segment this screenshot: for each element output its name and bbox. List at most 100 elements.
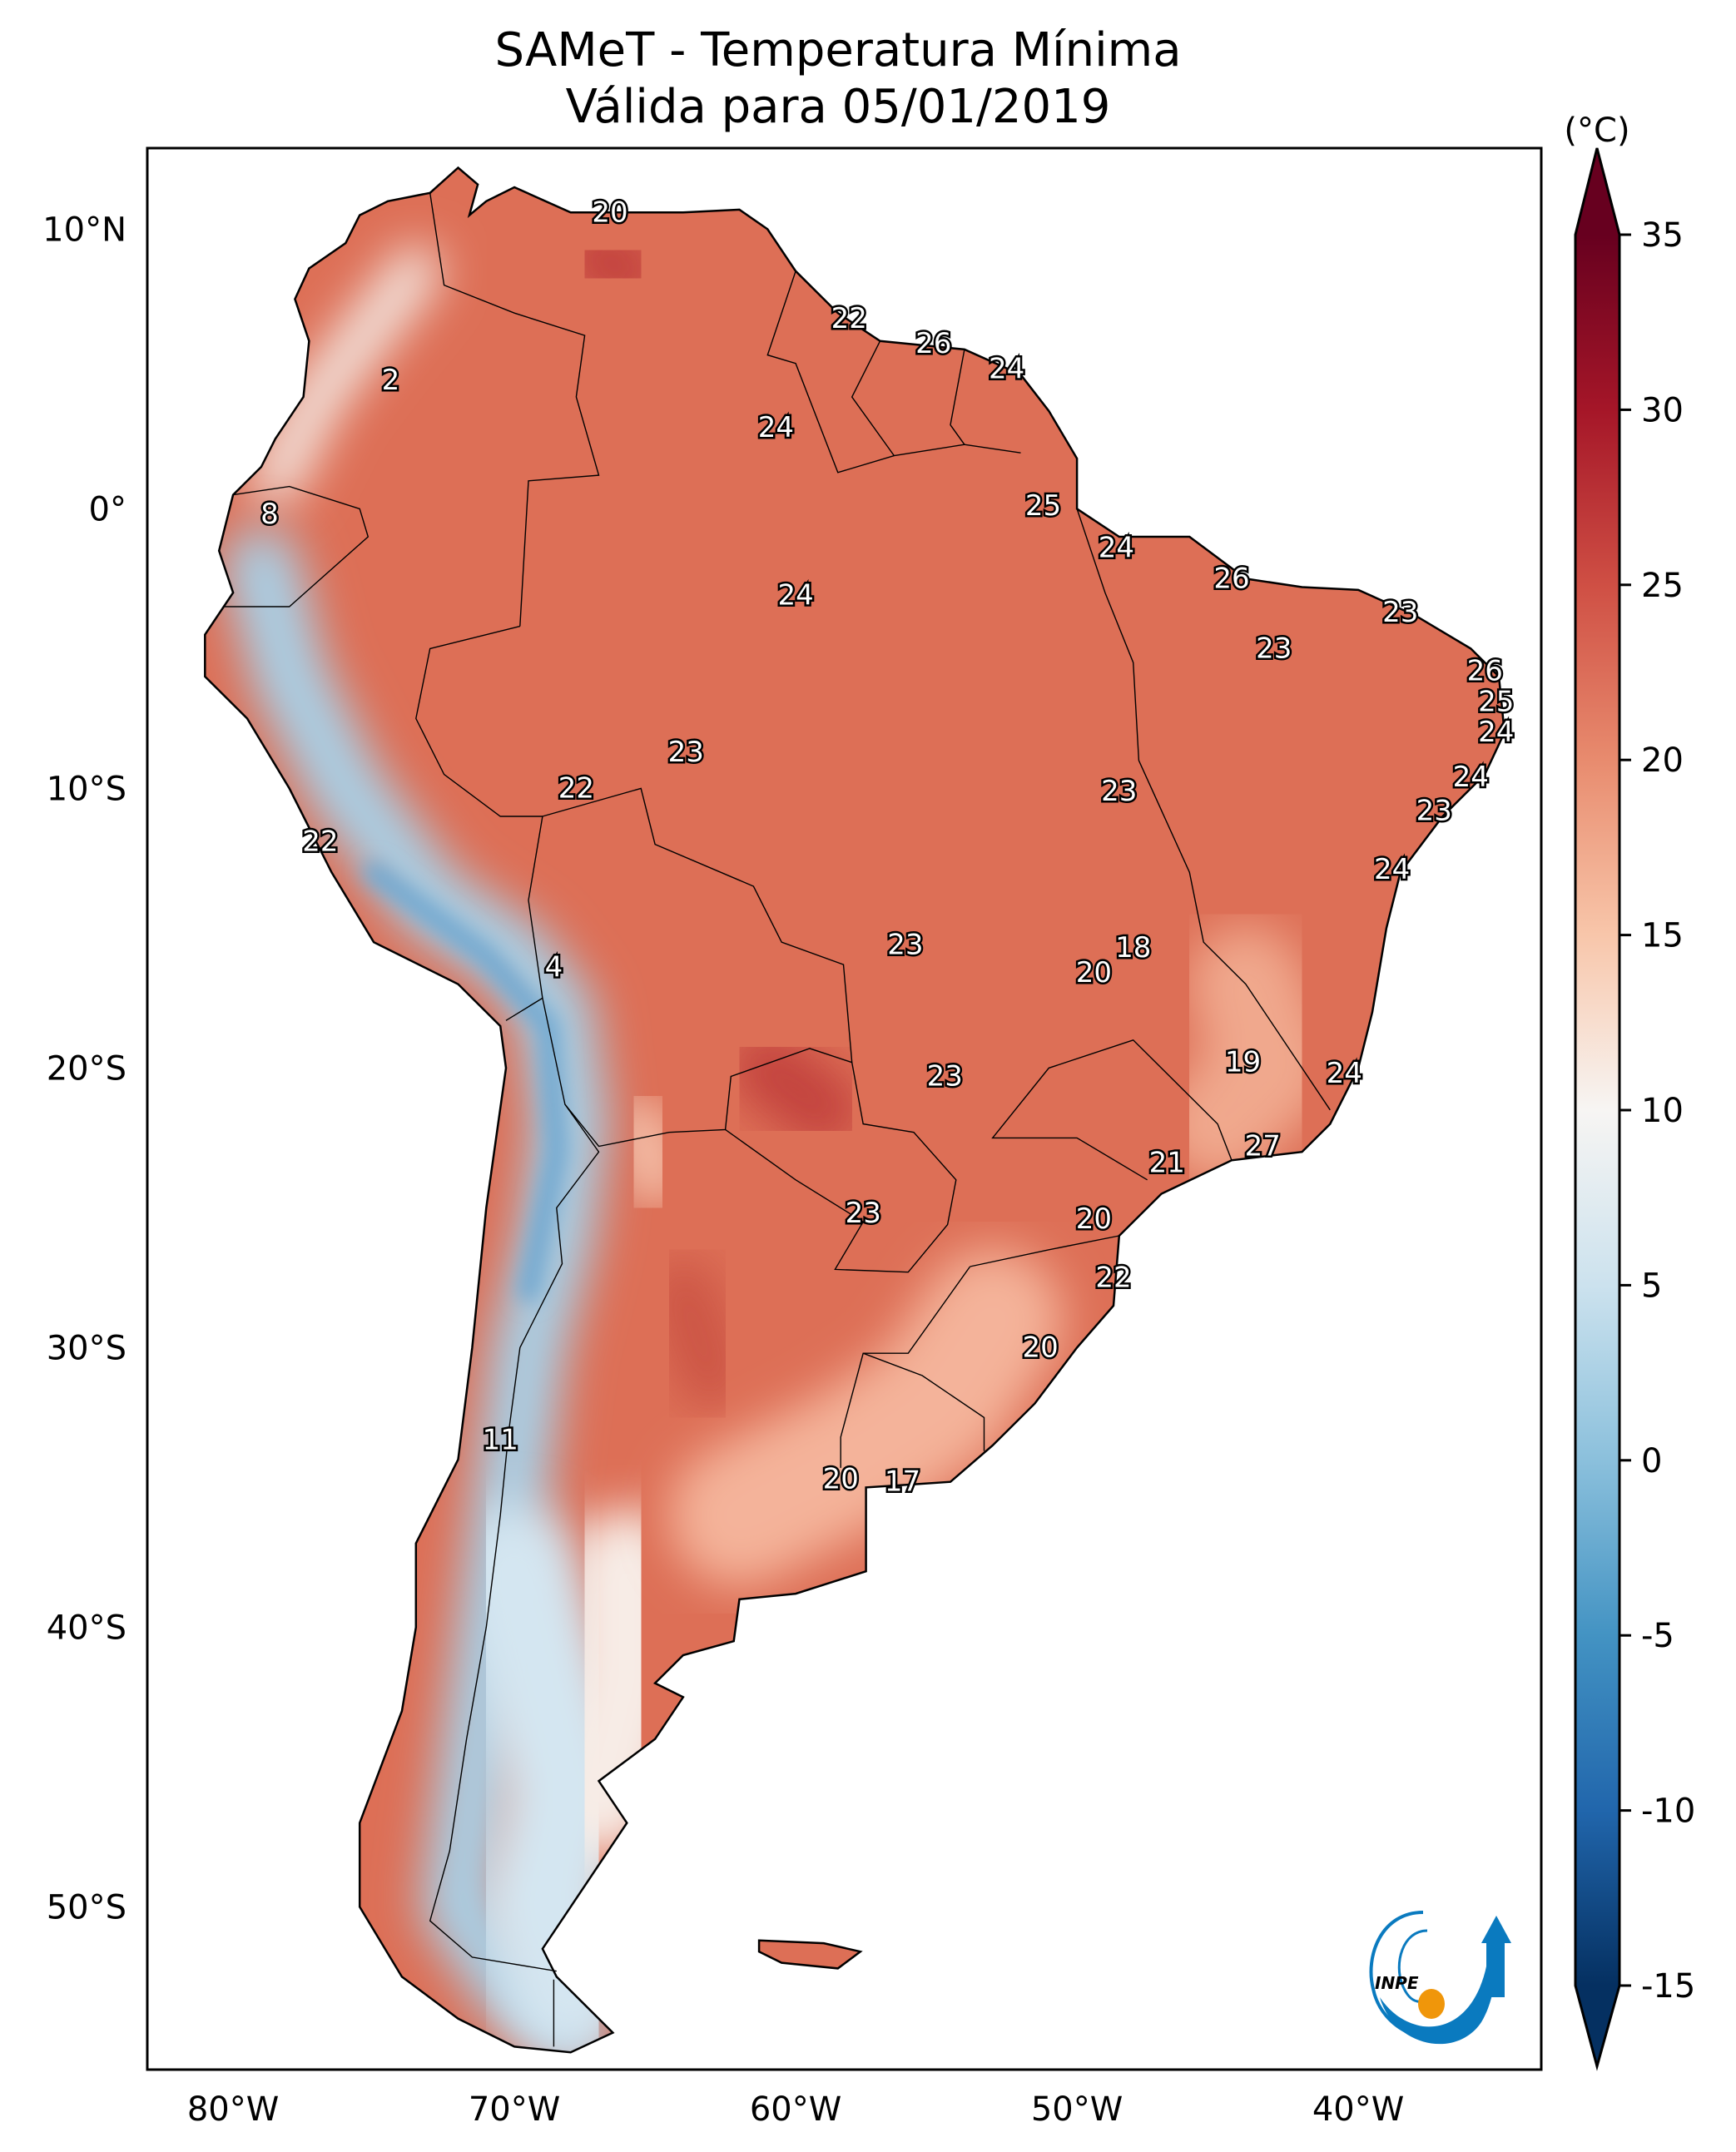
colorbar-tick-label: 5: [1641, 1267, 1662, 1305]
country-border: [429, 192, 600, 627]
temperature-region: [649, 1258, 745, 1409]
colorbar-tick-label: 0: [1641, 1442, 1662, 1480]
title-line-2: Válida para 05/01/2019: [565, 80, 1111, 134]
colorbar-tick-label: 25: [1641, 567, 1684, 605]
latitude-ticks: 10°N 0° 10°S 20°S 30°S 40°S 50°S: [42, 211, 126, 1926]
country-border: [970, 1235, 1119, 1267]
station-label: 21: [1149, 1147, 1185, 1180]
station-label: 26: [915, 327, 951, 360]
longitude-ticks: 80°W 70°W 60°W 50°W 40°W: [187, 2090, 1404, 2129]
colorbar: 35 30 25 20 15 10 5 0 -5 -10 -15 (°C): [1564, 112, 1695, 2071]
station-label: 23: [1101, 775, 1137, 808]
station-label: 23: [668, 736, 704, 769]
station-label: 24: [758, 411, 794, 444]
country-border: [224, 485, 370, 607]
colorbar-tick-label: -5: [1641, 1617, 1674, 1655]
station-label: 25: [1478, 685, 1514, 718]
map-frame: [146, 146, 1543, 2071]
lat-tick-label: 10°S: [47, 770, 126, 808]
station-label: 18: [1115, 931, 1151, 964]
colorbar-tick-label: 15: [1641, 917, 1684, 955]
country-border: [415, 625, 543, 1021]
lat-tick-label: 20°S: [47, 1049, 126, 1088]
station-label: 22: [1095, 1261, 1131, 1294]
colorbar-tick-label: 30: [1641, 391, 1684, 429]
station-label: 24: [1374, 853, 1410, 886]
country-border: [991, 1039, 1233, 1181]
temperature-region: [612, 1094, 685, 1209]
colorbar-tick-label: 35: [1641, 216, 1684, 255]
temperature-region: [561, 220, 665, 309]
station-label: 23: [927, 1060, 963, 1093]
coastline: [204, 166, 1506, 2054]
lat-tick-label: 0°: [89, 490, 126, 528]
temperature-region: [223, 527, 608, 2053]
country-border: [542, 787, 853, 1148]
station-label: 27: [1245, 1130, 1281, 1163]
logo-orange-dot: [1418, 1989, 1445, 2019]
temperature-region: [250, 245, 441, 506]
lat-tick-label: 40°S: [47, 1609, 126, 1647]
inpe-logo: INPE: [1369, 1911, 1511, 2045]
station-label: 24: [1453, 761, 1489, 794]
station-label: 20: [1022, 1331, 1058, 1364]
temperature-region: [730, 1030, 861, 1148]
station-label: 23: [1382, 596, 1418, 629]
station-label: 20: [592, 196, 627, 229]
country-border: [725, 1062, 957, 1273]
station-label: 23: [1416, 794, 1452, 827]
colorbar-tick-label: -15: [1641, 1967, 1695, 2006]
station-label: 22: [558, 771, 594, 805]
station-label: 26: [1467, 654, 1503, 687]
colorbar-tick-label: 20: [1641, 741, 1684, 780]
colorbar-gradient: [1575, 235, 1619, 1986]
station-label: 20: [1076, 1202, 1112, 1236]
country-border: [851, 340, 895, 457]
station-label: 23: [846, 1197, 881, 1230]
lon-tick-label: 50°W: [1031, 2090, 1123, 2129]
title-line-1: SAMeT - Temperatura Mínima: [494, 23, 1182, 77]
lat-tick-label: 50°S: [47, 1888, 126, 1926]
temperature-region: [668, 1248, 1064, 1586]
colorbar-extend-max: [1575, 148, 1619, 235]
lon-tick-label: 70°W: [469, 2090, 560, 2129]
country-border: [1076, 508, 1331, 1111]
country-border: [862, 1352, 985, 1451]
station-label: 19: [1225, 1046, 1261, 1079]
station-label: 26: [1213, 562, 1249, 595]
temperature-region: [1159, 925, 1332, 1183]
station-label: 23: [887, 929, 923, 962]
station-label: 22: [831, 302, 867, 335]
station-label: 20: [1076, 956, 1112, 989]
colorbar-extend-min: [1575, 1986, 1619, 2066]
station-label: 17: [885, 1465, 920, 1499]
lon-tick-label: 60°W: [750, 2090, 841, 2129]
station-label: 24: [1478, 716, 1514, 749]
station-label: 24: [1099, 532, 1134, 565]
temperature-region: [536, 1509, 690, 1857]
country-borders: [224, 192, 1331, 2047]
lon-tick-label: 80°W: [187, 2090, 279, 2129]
station-label: 20: [823, 1462, 859, 1495]
colorbar-tick-label: 10: [1641, 1092, 1684, 1130]
station-label: 4: [545, 951, 563, 984]
station-label: 8: [260, 498, 279, 531]
lat-tick-label: 30°S: [47, 1329, 126, 1367]
station-label: 23: [1256, 632, 1292, 665]
lon-tick-label: 40°W: [1312, 2090, 1404, 2129]
station-label: 24: [1327, 1057, 1362, 1090]
station-label: 11: [483, 1423, 518, 1456]
temperature-field: [205, 167, 1505, 2053]
station-label: 22: [302, 825, 338, 858]
colorbar-unit: (°C): [1564, 112, 1629, 150]
colorbar-tick-label: -10: [1641, 1793, 1695, 1831]
station-label: 24: [989, 352, 1024, 385]
station-label: 25: [1025, 489, 1061, 523]
lat-tick-label: 10°N: [42, 211, 126, 249]
station-label: 24: [777, 579, 813, 612]
logo-text: INPE: [1375, 1973, 1419, 1993]
country-border: [950, 349, 965, 445]
